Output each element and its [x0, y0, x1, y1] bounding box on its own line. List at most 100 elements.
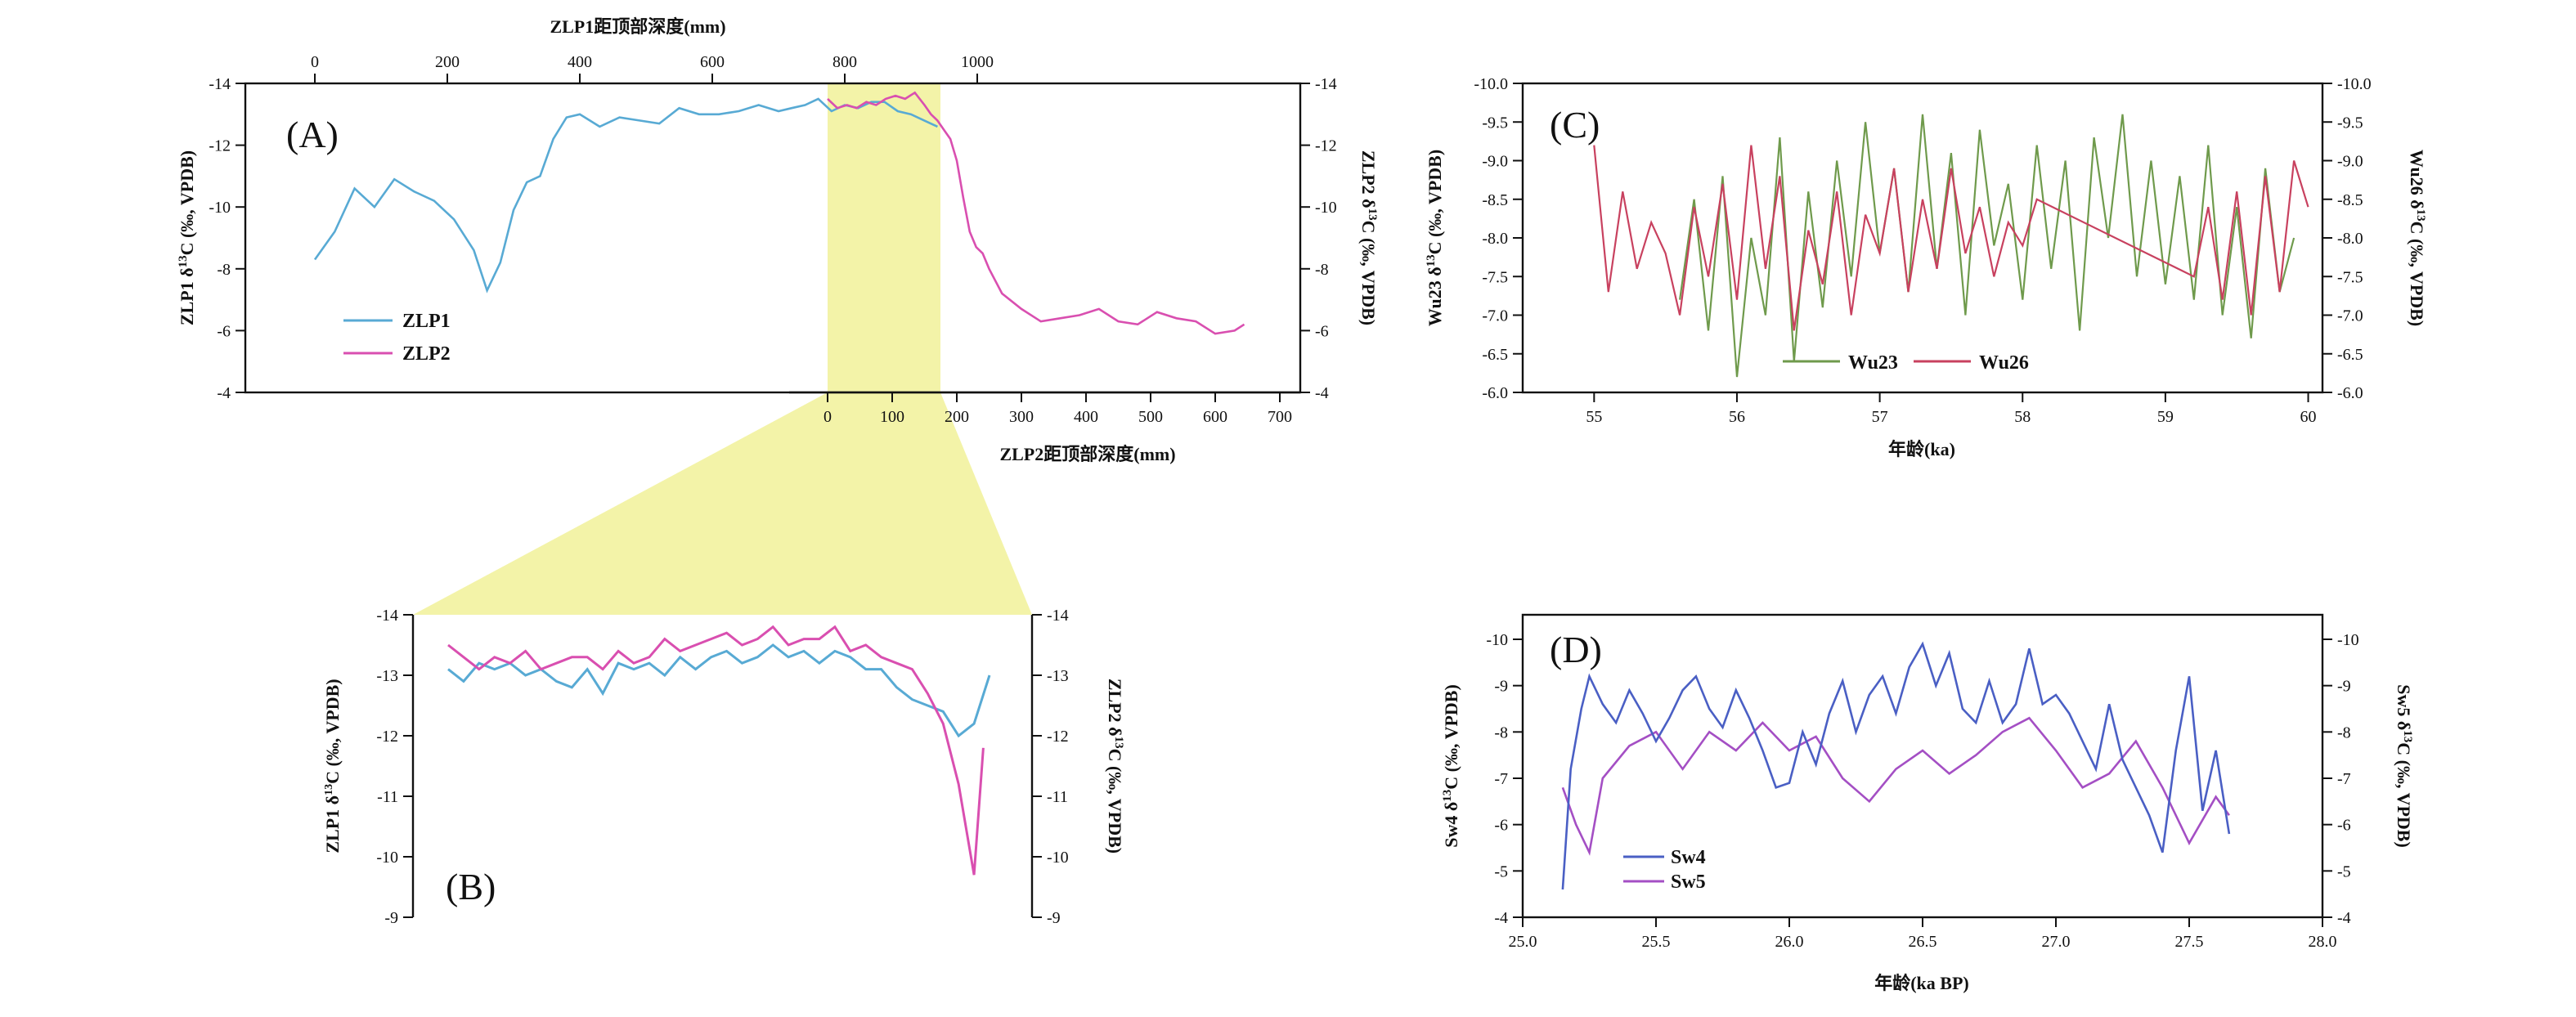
panel-c-xlabel: 年龄(ka) [1888, 439, 1955, 459]
panel-c-left-ylabel: Wu23 δ13C (‰, VPDB) [1425, 150, 1445, 326]
panel-a-bottom-x-tick-label: 200 [945, 408, 969, 426]
series-wu26-line [1593, 145, 2309, 331]
panel-a-left-y-tick-label: -4 [217, 384, 231, 402]
panel-b-left-y-tick-label: -12 [376, 728, 398, 746]
panel-c-right-y-tick-label: -9.0 [2337, 153, 2363, 171]
series-zlp1-line-b [447, 643, 991, 738]
panel-b-right-y-tick-label: -13 [1047, 667, 1069, 685]
panel-d-x-tick-label: 25.5 [1642, 933, 1671, 951]
panel-a-right-y-tick-label: -8 [1315, 261, 1329, 279]
panel-d-frame [1521, 613, 2324, 919]
panel-c-right-y-tick-label: -6.0 [2337, 384, 2363, 402]
panel-b-left-y-tick-label: -10 [376, 849, 398, 867]
panel-b-left-ylabel: ZLP1 δ13C (‰, VPDB) [322, 679, 343, 853]
panel-a-top-x-tick-label: 200 [435, 53, 460, 71]
panel-d-right-ylabel: Sw5 δ13C (‰, VPDB) [2394, 684, 2414, 848]
panel-b-left-y-tick-label: -13 [376, 667, 398, 685]
legend-sw5-label: Sw5 [1671, 871, 1706, 893]
panel-a-right-y-tick-label: -14 [1315, 75, 1337, 93]
panel-c-right-y-tick-label: -7.5 [2337, 268, 2363, 286]
panel-b-right-y-tick-label: -14 [1047, 607, 1069, 625]
panel-d-right-y-tick-label: -9 [2337, 678, 2351, 696]
panel-c-label: (C) [1550, 104, 1600, 146]
panel-c-right-y-tick-label: -7.0 [2337, 307, 2363, 325]
panel-c-right-y-tick-label: -8.5 [2337, 191, 2363, 209]
panel-b-right-y-axis: -14 -13 -12 -11 -10 -9 [1032, 607, 1069, 927]
legend-wu26-label: Wu26 [1979, 352, 2029, 374]
panel-a-bottom-x-tick-label: 400 [1074, 408, 1098, 426]
panel-d-x-tick-label: 28.0 [2309, 933, 2337, 951]
series-sw4-line [1561, 641, 2231, 890]
panel-c-x-tick-label: 59 [2157, 408, 2174, 426]
panel-a-left-ylabel: ZLP1 δ13C (‰, VPDB) [177, 150, 197, 325]
highlight-band-a [828, 83, 940, 392]
panel-a-label: (A) [286, 114, 339, 155]
panel-a-bottom-x-tick-label: 500 [1138, 408, 1163, 426]
panel-a-right-y-tick-label: -10 [1315, 199, 1337, 217]
panel-d-left-y-tick-label: -6 [1494, 817, 1508, 835]
panel-a-left-y-tick-label: -8 [217, 261, 231, 279]
panel-c-left-y-tick-label: -9.0 [1482, 153, 1508, 171]
panel-d-xlabel: 年龄(ka BP) [1874, 973, 1969, 993]
panel-b-left-y-tick-label: -14 [376, 607, 398, 625]
panel-d-left-y-tick-label: -4 [1494, 909, 1508, 927]
panel-c-left-y-tick-label: -8.0 [1482, 230, 1508, 248]
panel-b-right-y-tick-label: -12 [1047, 728, 1069, 746]
panel-d-right-y-tick-label: -7 [2337, 770, 2351, 788]
panel-c-x-tick-label: 60 [2300, 408, 2317, 426]
panel-d-left-y-tick-label: -10 [1486, 631, 1508, 649]
legend-zlp1-label: ZLP1 [402, 311, 451, 332]
series-sw5-line [1561, 716, 2230, 856]
panel-a-top-x-tick-label: 600 [700, 53, 725, 71]
legend-zlp2-label: ZLP2 [402, 343, 451, 365]
panel-c-right-y-tick-label: -8.0 [2337, 230, 2363, 248]
panel-c-left-y-tick-label: -7.5 [1482, 268, 1508, 286]
panel-c-x-tick-label: 56 [1729, 408, 1745, 426]
panel-c-x-tick-label: 57 [1872, 408, 1888, 426]
panel-a-left-y-tick-label: -12 [209, 137, 231, 155]
panel-b-right-y-tick-label: -9 [1047, 909, 1061, 927]
panel-b-left-y-axis: -14 -13 -12 -11 -10 -9 [376, 607, 413, 927]
panel-c: -10.0 -9.5 -9.0 -8.5 -8.0 -7.5 -7.0 -6.5 -6.0 -1… [1425, 75, 2427, 459]
panel-a-top-x-tick-label: 800 [832, 53, 857, 71]
panel-c-left-y-tick-label: -6.0 [1482, 384, 1508, 402]
panel-a-frame [244, 82, 1302, 394]
panel-a-bottom-x-tick-label: 600 [1203, 408, 1227, 426]
panel-a-top-x-tick-label: 1000 [961, 53, 994, 71]
panel-b-left-y-tick-label: -11 [377, 788, 398, 806]
panel-c-x-tick-label: 58 [2014, 408, 2031, 426]
series-zlp2-line-a [827, 91, 1245, 335]
series-wu23-line [1679, 114, 2296, 378]
panel-c-x-axis: 55 56 57 58 59 60 [1586, 392, 2317, 426]
panel-c-x-tick-label: 55 [1586, 408, 1602, 426]
panel-d-x-axis: 25.0 25.5 26.0 26.5 27.0 27.5 28.0 [1509, 917, 2337, 951]
panel-d-x-tick-label: 27.0 [2042, 933, 2071, 951]
panel-a-top-x-axis: 0 200 400 600 800 1000 [311, 53, 994, 83]
panel-d-right-y-tick-label: -10 [2337, 631, 2359, 649]
legend-wu23-label: Wu23 [1848, 352, 1898, 374]
panel-c-left-y-tick-label: -8.5 [1482, 191, 1508, 209]
panel-a-left-y-tick-label: -14 [209, 75, 231, 93]
panel-d-x-tick-label: 27.5 [2175, 933, 2204, 951]
panel-c-right-ylabel: Wu26 δ13C (‰, VPDB) [2407, 150, 2427, 326]
panel-b-right-y-tick-label: -11 [1047, 788, 1068, 806]
panel-d-right-y-tick-label: -4 [2337, 909, 2351, 927]
panel-d-left-y-axis: -10 -9 -8 -7 -6 -5 -4 [1486, 631, 1523, 927]
panel-c-left-y-tick-label: -6.5 [1482, 346, 1508, 364]
panel-d-left-y-tick-label: -7 [1494, 770, 1508, 788]
panel-a-bottom-x-tick-label: 300 [1009, 408, 1034, 426]
panel-c-right-y-tick-label: -9.5 [2337, 114, 2363, 132]
panel-a-top-x-tick-label: 0 [311, 53, 319, 71]
panel-c-right-y-axis: -10.0 -9.5 -9.0 -8.5 -8.0 -7.5 -7.0 -6.5 -6.0 [2322, 75, 2372, 402]
panel-b-right-y-tick-label: -10 [1047, 849, 1069, 867]
panel-a-left-y-tick-label: -10 [209, 199, 231, 217]
panel-a-left-y-tick-label: -6 [217, 322, 231, 340]
panel-d-left-y-tick-label: -9 [1494, 678, 1508, 696]
panel-a-right-y-tick-label: -4 [1315, 384, 1329, 402]
panel-a-right-ylabel: ZLP2 δ13C (‰, VPDB) [1358, 150, 1379, 325]
panel-d-right-y-tick-label: -8 [2337, 724, 2351, 741]
panel-a-bottom-x-tick-label: 0 [824, 408, 832, 426]
panel-d-x-tick-label: 25.0 [1509, 933, 1537, 951]
panel-d-right-y-tick-label: -6 [2337, 817, 2351, 835]
